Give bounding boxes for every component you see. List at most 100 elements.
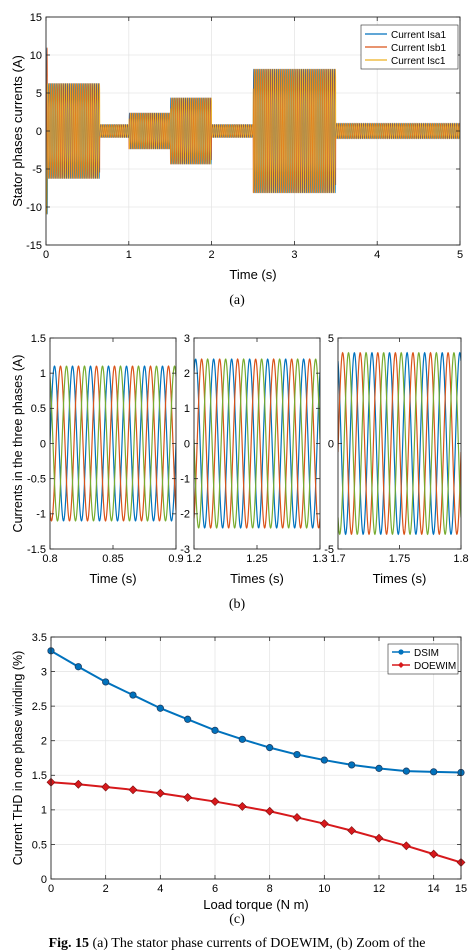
panel-c-label: (c) — [229, 912, 245, 927]
panel-b1-series-line-2 — [50, 365, 176, 522]
series-line-current-isb1 — [46, 47, 460, 215]
panel-b3-x-tick-label: 1.75 — [389, 553, 410, 565]
panel-c-axes-frame — [50, 636, 462, 880]
data-point-dsim — [211, 726, 219, 734]
panel-b2-y-tick-label: 1 — [184, 403, 190, 415]
panel-a-label: (a) — [229, 293, 245, 308]
panel-b1-y-tick-label: -1 — [36, 509, 46, 521]
data-point-doewim — [155, 788, 165, 798]
data-point-doewim — [237, 801, 247, 811]
panel-b3-y-tick-label: 5 — [328, 333, 334, 345]
panel-b3-y-tick-label: 0 — [328, 438, 334, 450]
data-point-doewim — [292, 813, 302, 822]
data-point-dsim — [184, 715, 192, 723]
panel-b2-y-tick-label: -3 — [180, 544, 190, 556]
data-point-doewim — [401, 841, 411, 851]
data-point-doewim — [319, 819, 329, 829]
caption-text: (a) The stator phase currents of DOEWIM,… — [92, 936, 426, 951]
panel-b2-x-tick-label: 1.3 — [312, 553, 327, 565]
panel-c-y-tick-label: 0 — [41, 874, 47, 886]
panel-a-y-tick-label: 15 — [30, 12, 42, 24]
data-point-dsim — [102, 678, 110, 686]
data-point-dsim — [266, 744, 274, 752]
data-point-dsim — [375, 764, 383, 772]
panel-a-x-tick-label: 0 — [43, 249, 49, 261]
panel-c-y-tick-label: 0.5 — [32, 839, 47, 851]
legend-label: Current Isb1 — [391, 43, 446, 54]
panel-c-y-tick-label: 2 — [41, 736, 47, 748]
panel-b1-x-tick-label: 0.9 — [168, 553, 183, 565]
panel-b3-x-tick-label: 1.8 — [453, 553, 468, 565]
panel-b2-x-tick-label: 1.2 — [186, 553, 201, 565]
data-point-doewim — [429, 849, 439, 859]
data-point-dsim — [129, 691, 137, 699]
panel-a-y-tick-label: 0 — [36, 126, 42, 138]
data-point-doewim — [374, 833, 384, 843]
data-point-doewim — [183, 792, 193, 802]
panel-a-x-tick-label: 2 — [209, 249, 215, 261]
panel-b2-y-tick-label: 2 — [184, 368, 190, 380]
panel-b1-y-tick-label: 1.5 — [31, 333, 46, 345]
panel-c-y-tick-label: 1 — [41, 805, 47, 817]
panel-b3-series-line-3 — [338, 351, 461, 536]
panel-b1-y-tick-label: 0 — [40, 438, 46, 450]
panel-a-x-tick-label: 4 — [374, 249, 380, 261]
panel-a-x-tick-label: 5 — [457, 249, 463, 261]
panel-b2-series-line-1 — [194, 358, 320, 529]
panel-a-y-axis-label: Stator phases currents (A) — [10, 55, 25, 207]
panel-b1-series-line-1 — [50, 365, 176, 522]
panel-c-legend — [387, 643, 459, 675]
data-point-doewim — [128, 785, 138, 795]
panel-b3-x-axis-label: Times (s) — [373, 571, 427, 586]
data-point-dsim — [74, 663, 82, 671]
panel-b2-x-axis-label: Times (s) — [230, 571, 284, 586]
panel-b2-y-tick-label: -2 — [180, 509, 190, 521]
panel-c-x-tick-label: 14 — [428, 883, 440, 895]
caption-label: Fig. 15 — [48, 936, 90, 951]
panel-b2-series-line-2 — [194, 358, 320, 529]
panel-c-x-tick-label: 10 — [318, 883, 330, 895]
data-point-dsim — [402, 767, 410, 775]
panel-a-y-tick-label: 10 — [30, 50, 42, 62]
series-line-current-isa1 — [46, 47, 460, 215]
data-point-doewim — [101, 782, 111, 792]
panel-c-x-tick-label: 2 — [103, 883, 109, 895]
panel-b3-x-tick-label: 1.7 — [330, 553, 345, 565]
panel-a-x-tick-label: 3 — [291, 249, 297, 261]
panel-c-x-axis-label: Load torque (N m) — [203, 897, 309, 912]
legend-label: DOEWIM — [414, 661, 456, 672]
panel-b1-x-tick-label: 0.85 — [102, 553, 123, 565]
data-point-doewim — [210, 797, 220, 806]
panel-b3-series-line-2 — [338, 351, 461, 536]
panel-b2-series-line-3 — [194, 358, 320, 529]
panel-b3-y-tick-label: -5 — [324, 544, 334, 556]
panel-b2-x-tick-label: 1.25 — [246, 553, 267, 565]
data-point-dsim — [430, 768, 438, 776]
panel-c-y-tick-label: 3.5 — [32, 632, 47, 644]
panel-b-label: (b) — [228, 597, 246, 612]
panel-a-y-tick-label: -10 — [26, 202, 42, 214]
panel-c-y-tick-label: 3 — [41, 666, 47, 678]
panel-b1-x-tick-label: 0.8 — [42, 553, 57, 565]
data-point-doewim — [265, 806, 275, 816]
series-line-current-isc1 — [46, 58, 460, 215]
panel-a-y-tick-label: -15 — [26, 240, 42, 252]
panel-c-y-axis-label: Current THD in one phase winding (%) — [11, 651, 25, 865]
panel-b1-y-tick-label: 1 — [40, 368, 46, 380]
panel-a-y-tick-label: 5 — [36, 88, 42, 100]
data-point-dsim — [238, 735, 246, 743]
panel-b2-y-tick-label: 0 — [184, 438, 190, 450]
legend-label: DSIM — [414, 648, 439, 659]
panel-b1-y-tick-label: -1.5 — [27, 544, 46, 556]
panel-b2-y-tick-label: -1 — [180, 474, 190, 486]
data-point-doewim — [347, 826, 357, 836]
panel-b1-y-tick-label: -0.5 — [27, 474, 46, 486]
panel-a-y-tick-label: -5 — [32, 164, 42, 176]
legend-marker — [398, 662, 404, 668]
panel-a-x-axis-label: Time (s) — [229, 267, 276, 282]
series-line-doewim — [50, 781, 462, 864]
legend-marker — [398, 649, 404, 655]
panel-c-x-tick-label: 15 — [455, 883, 467, 895]
panel-c-plot-area — [51, 637, 461, 879]
legend-label: Current Isc1 — [391, 56, 446, 67]
